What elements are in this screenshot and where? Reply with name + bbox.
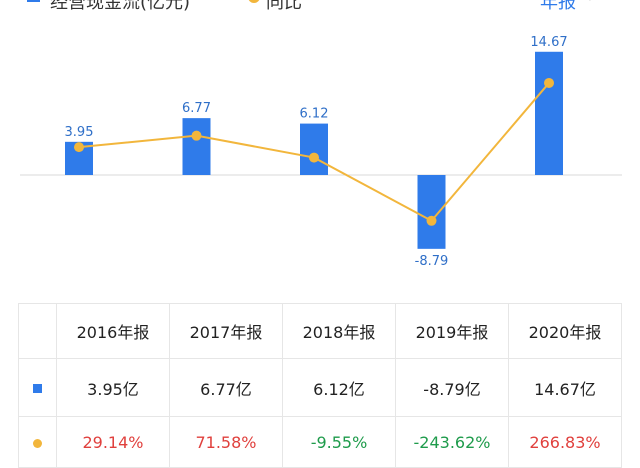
table-header: 2019年报	[395, 303, 509, 359]
line-series-marker-icon	[18, 416, 57, 468]
table-cell: -9.55%	[282, 416, 396, 468]
table-header-row: 2016年报 2017年报 2018年报 2019年报 2020年报	[18, 303, 622, 359]
yoy-point	[191, 130, 202, 141]
table-cell: 6.77亿	[169, 358, 283, 417]
yoy-point	[309, 152, 319, 163]
bar-value-label: 6.12	[300, 107, 329, 122]
cash-flow-chart: 3.95 6.77 6.12 -8.79 14.67	[20, 35, 622, 269]
table-cell: 3.95亿	[56, 358, 170, 417]
legend-bar-swatch	[27, 0, 40, 2]
bar-2020年报	[535, 51, 563, 175]
table-cell: -243.62%	[395, 416, 509, 468]
table-cell: 29.14%	[56, 416, 170, 468]
bar-value-label: 3.95	[65, 125, 94, 140]
period-selector[interactable]: 年报	[540, 0, 576, 13]
yoy-point	[544, 77, 554, 88]
table-cell: 266.83%	[508, 416, 622, 468]
legend: 经营现金流(亿元) 同比 年报 ›	[0, 0, 640, 13]
table-row: 3.95亿 6.77亿 6.12亿 -8.79亿 14.67亿	[18, 358, 622, 417]
yoy-point	[426, 215, 437, 226]
bar-2017年报	[182, 118, 211, 175]
table-row: 29.14% 71.58% -9.55% -243.62% 266.83%	[18, 416, 622, 468]
bar-2019年报	[417, 175, 446, 249]
bar-value-label: 14.67	[530, 35, 567, 50]
bar-2018年报	[300, 123, 328, 175]
table-header: 2016年报	[56, 303, 170, 359]
table-header: 2020年报	[508, 303, 622, 359]
yoy-point	[74, 142, 84, 153]
legend-line-swatch	[248, 0, 260, 3]
legend-bar-label: 经营现金流(亿元)	[50, 0, 191, 13]
table-header: 2017年报	[169, 303, 283, 359]
table-cell: 71.58%	[169, 416, 283, 468]
table-cell: 14.67亿	[508, 358, 622, 417]
data-table: 2016年报 2017年报 2018年报 2019年报 2020年报 3.95亿…	[18, 303, 622, 468]
table-cell: -8.79亿	[395, 358, 509, 417]
table-corner	[18, 303, 57, 359]
bar-value-label: 6.77	[182, 101, 211, 116]
table-header: 2018年报	[282, 303, 396, 359]
chevron-down-icon[interactable]: ›	[588, 0, 595, 7]
legend-line-label: 同比	[266, 0, 302, 13]
table-cell: 6.12亿	[282, 358, 396, 417]
bar-value-label: -8.79	[415, 254, 449, 269]
bar-series-marker-icon	[18, 358, 57, 417]
